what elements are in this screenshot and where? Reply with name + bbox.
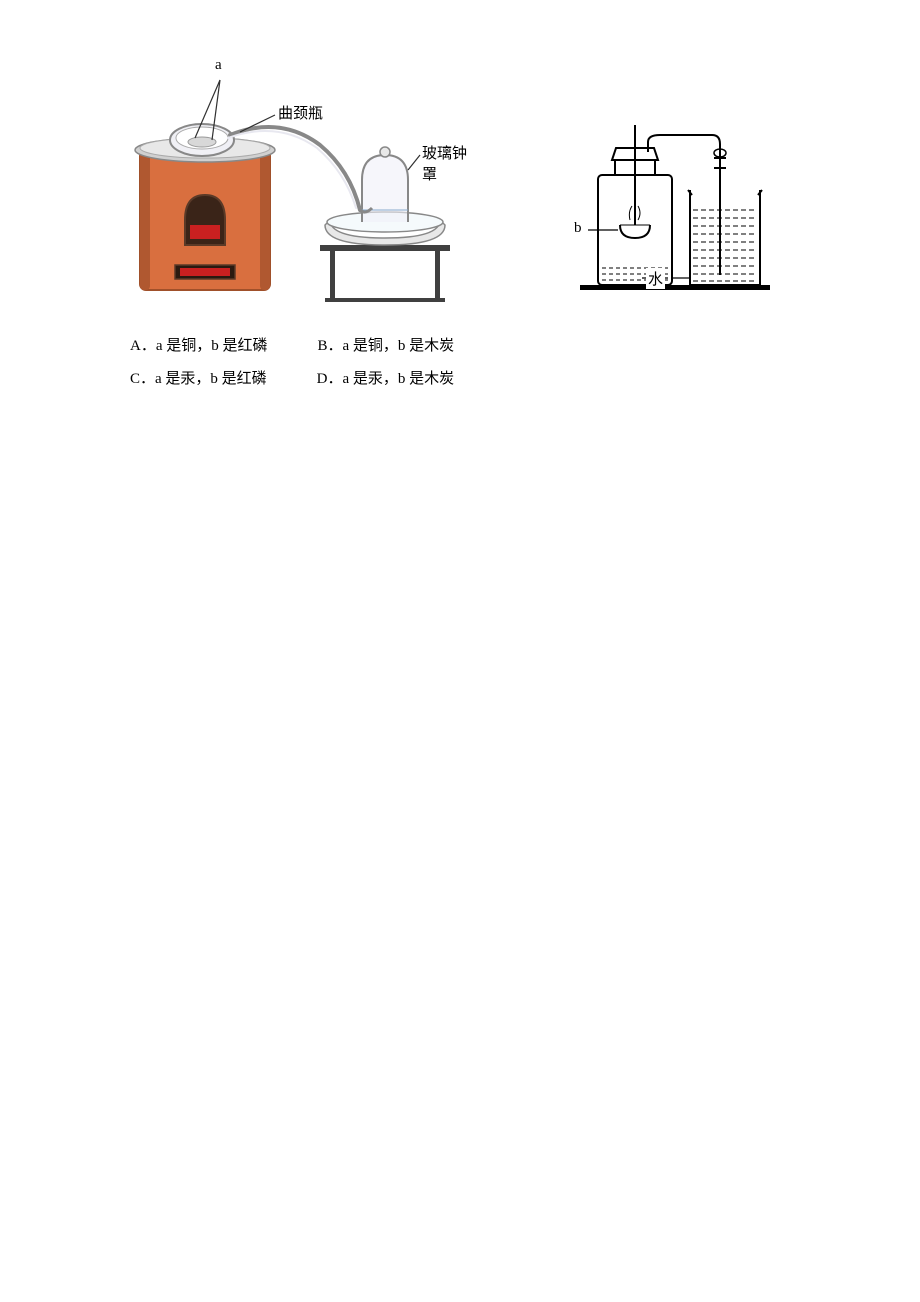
oxygen-content-apparatus-diagram: b 水: [560, 120, 780, 300]
right-diagram-svg: [560, 120, 780, 300]
option-a: A．a 是铜，b 是红磷: [130, 330, 268, 363]
lavoisier-apparatus-diagram: a 曲颈瓶 玻璃钟罩: [120, 60, 480, 310]
label-retort: 曲颈瓶: [278, 102, 323, 123]
left-diagram-svg: [120, 60, 480, 310]
option-d: D．a 是汞，b 是木炭: [317, 363, 455, 396]
label-a: a: [215, 57, 222, 74]
label-belljar: 玻璃钟罩: [422, 142, 480, 184]
answer-options: A．a 是铜，b 是红磷 B．a 是铜，b 是木炭 C．a 是汞，b 是红磷 D…: [120, 330, 900, 396]
option-c: C．a 是汞，b 是红磷: [130, 363, 267, 396]
label-water: 水: [646, 268, 665, 289]
option-b: B．a 是铜，b 是木炭: [318, 330, 455, 363]
label-b: b: [574, 220, 582, 237]
